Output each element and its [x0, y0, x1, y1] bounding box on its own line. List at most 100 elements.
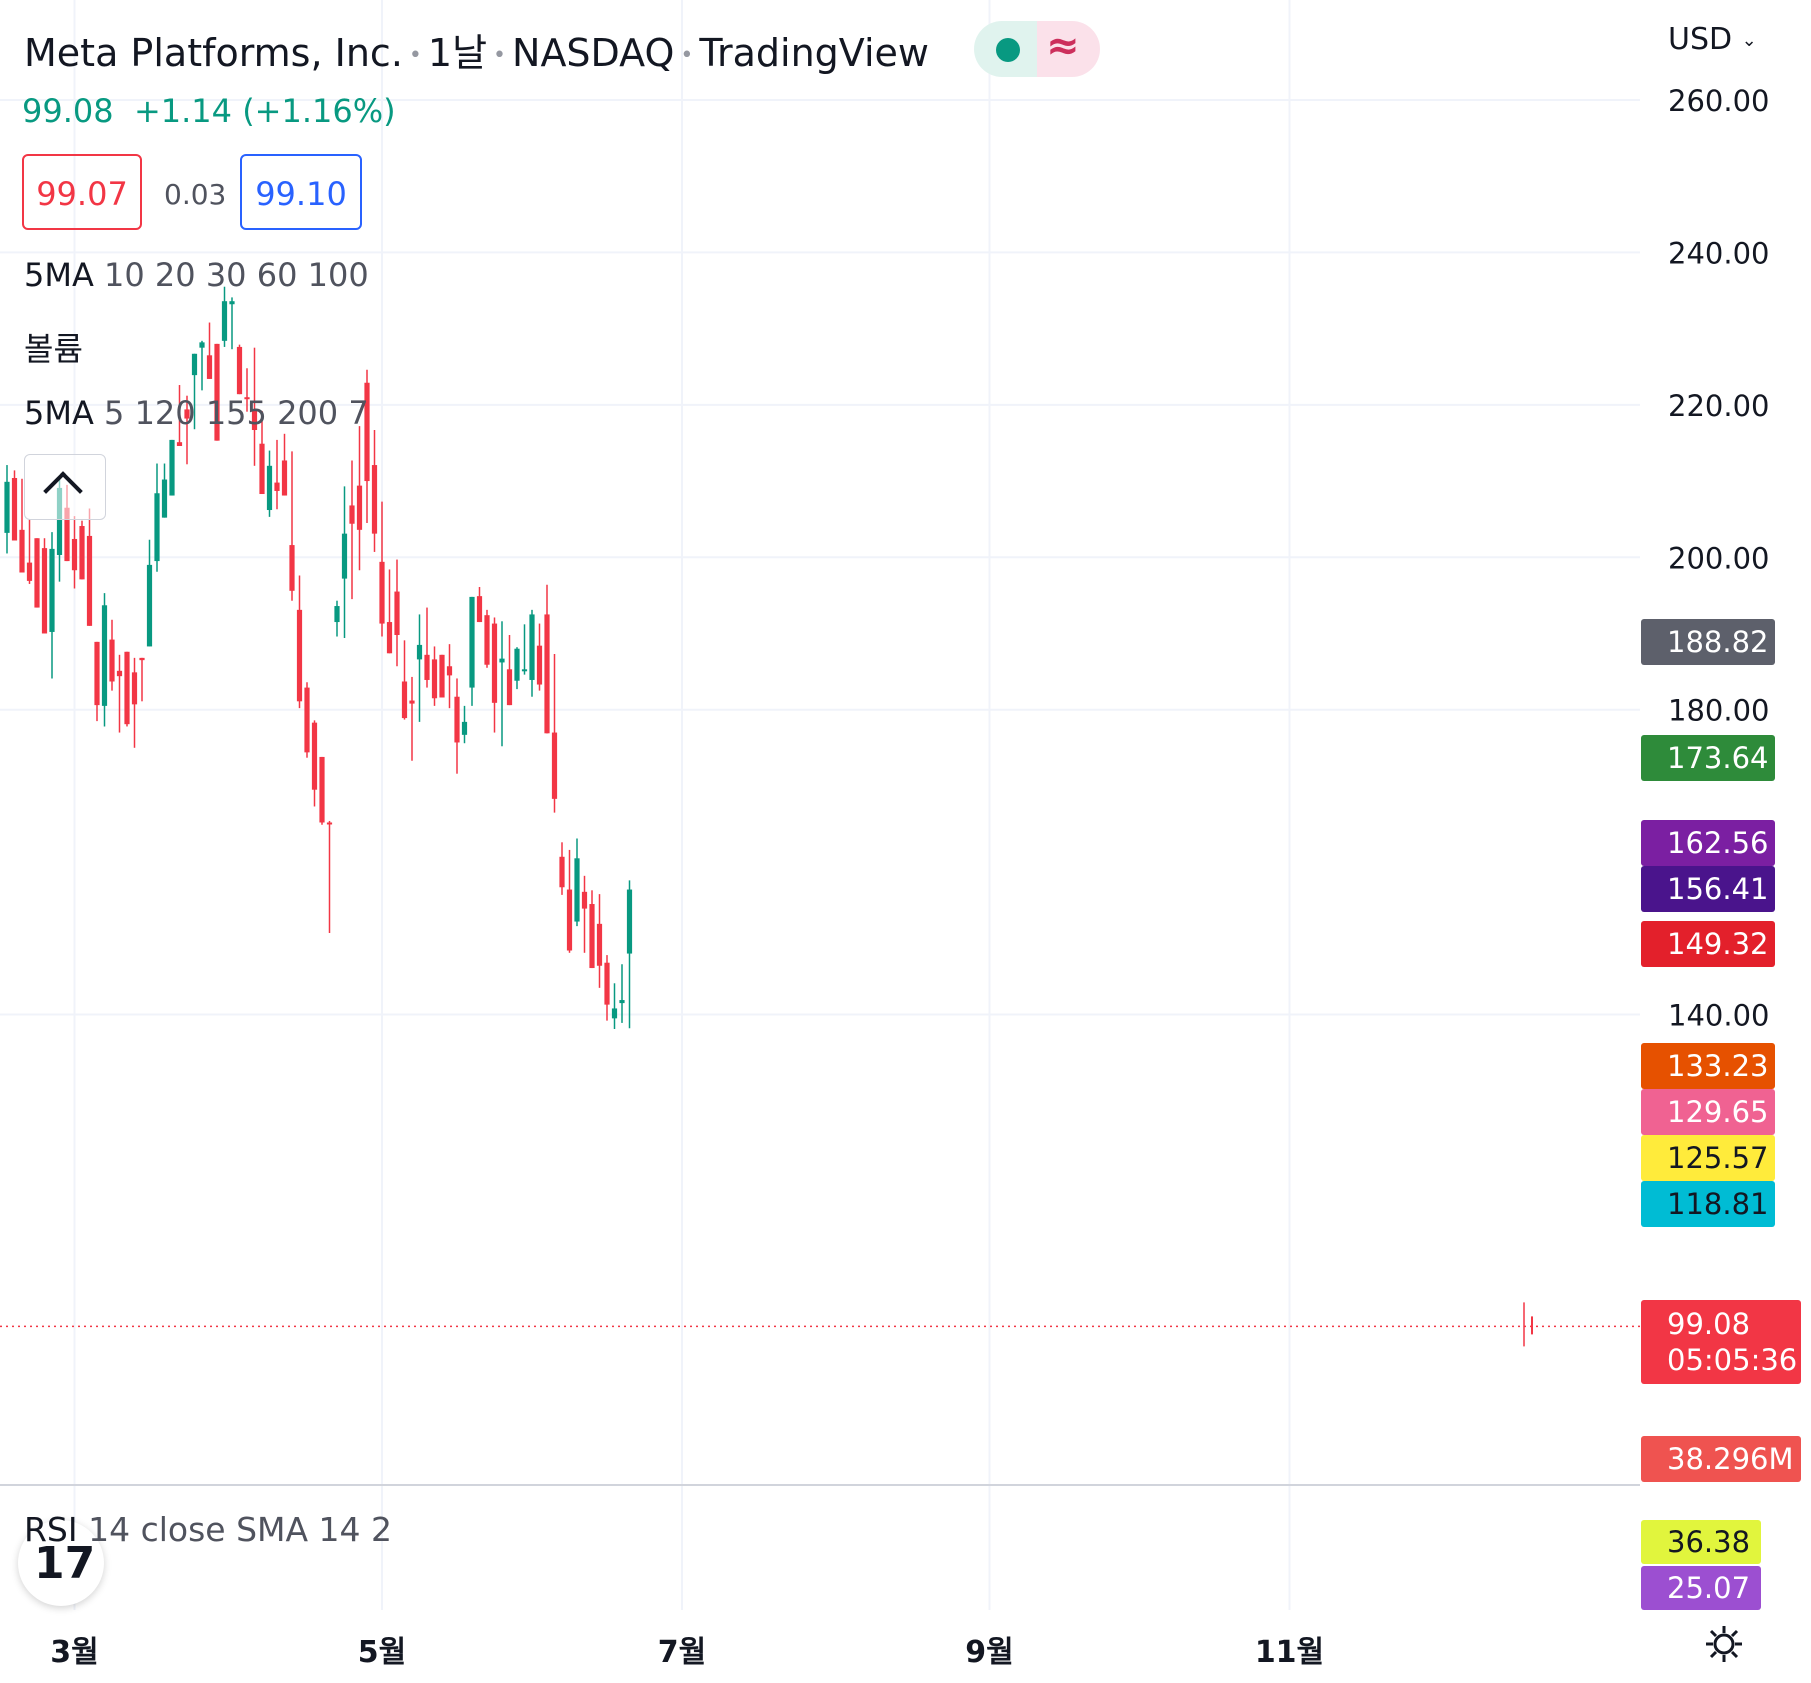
symbol-name: Meta Platforms, Inc.: [24, 31, 403, 75]
volume-tag: 38.296M: [1641, 1436, 1801, 1482]
x-tick-label: 5월: [358, 1635, 406, 1670]
x-tick-label: 11월: [1255, 1635, 1324, 1670]
interval-label: 1날: [427, 31, 488, 75]
candle: [551, 654, 558, 813]
x-tick-label: 3월: [50, 1635, 98, 1670]
price-change: +1.14: [133, 92, 233, 130]
candle-body: [4, 481, 10, 533]
candle: [611, 983, 618, 1030]
price-tag: 118.81: [1641, 1181, 1775, 1228]
candle: [506, 635, 513, 706]
candle: [484, 609, 490, 668]
axis-labels: 260.00 240.00 220.00 200.00 180.00 140.00 3월 5월…: [50, 84, 1769, 1670]
price-tag: 125.57: [1641, 1135, 1775, 1182]
tradingview-logo-icon[interactable]: 17: [18, 1520, 104, 1606]
gear-icon[interactable]: [1704, 1624, 1744, 1664]
candle-body: [349, 505, 355, 524]
candle: [596, 894, 603, 988]
candle-body: [394, 591, 400, 636]
candle: [236, 344, 243, 395]
y-tick-label: 140.00: [1668, 999, 1769, 1033]
candle: [206, 322, 213, 379]
candle-body: [431, 659, 438, 699]
sell-button[interactable]: 99.07: [22, 154, 142, 230]
y-tick-label: 200.00: [1668, 541, 1769, 575]
candle: [199, 340, 205, 391]
candle-body: [626, 889, 633, 954]
candle-body: [214, 343, 220, 441]
rsi-legend[interactable]: RSI 14 close SMA 14 2: [24, 1510, 392, 1549]
candle-body: [56, 487, 63, 555]
candle-body: [274, 482, 280, 491]
price-tag: 129.65: [1641, 1089, 1775, 1136]
symbol-header[interactable]: Meta Platforms, Inc. • 1날 • NASDAQ • TradingVi…: [24, 31, 929, 75]
candle-body: [446, 666, 453, 676]
candle: [536, 623, 543, 691]
currency-select[interactable]: USD ⌄: [1668, 22, 1757, 57]
market-status-pill[interactable]: ≈: [974, 21, 1100, 77]
candle: [71, 516, 78, 589]
candle: [469, 596, 475, 706]
candle-body: [19, 529, 25, 573]
candle: [221, 286, 228, 347]
candle: [281, 433, 288, 496]
candle-body: [581, 891, 588, 909]
candle: [604, 955, 610, 1021]
candle: [251, 347, 258, 466]
candle: [161, 463, 168, 518]
candle-body: [461, 721, 468, 735]
candle-body: [109, 639, 115, 682]
candle: [26, 519, 33, 584]
rsi-title: RSI: [24, 1510, 78, 1549]
candle: [454, 678, 460, 774]
candle: [401, 640, 408, 720]
candle: [191, 353, 198, 430]
candle-body: [551, 732, 558, 799]
indicator-ma2-title: 5MA: [24, 394, 94, 432]
candle: [296, 575, 303, 709]
spread-value: 0.03: [164, 178, 227, 211]
candle: [79, 520, 85, 580]
candle-body: [506, 669, 513, 706]
candle-body: [206, 355, 213, 379]
price-tag: 156.41: [1641, 866, 1775, 913]
candle-body: [26, 562, 33, 581]
candle: [559, 842, 565, 895]
indicator-ma2-legend[interactable]: 5MA 5 120 155 200 7: [24, 394, 369, 432]
candle: [431, 646, 438, 706]
candle-body: [476, 596, 483, 623]
candle: [146, 539, 153, 647]
candle-body: [416, 644, 423, 660]
candle: [19, 478, 25, 573]
last-price-line: [0, 1302, 1640, 1347]
candle: [289, 451, 295, 601]
candle-body: [11, 478, 18, 541]
candle-body: [161, 479, 168, 518]
candle: [544, 584, 550, 734]
candle: [116, 654, 123, 733]
indicator-volume-legend[interactable]: 볼륨: [24, 324, 83, 370]
candle-body: [296, 609, 303, 702]
candle: [349, 460, 355, 600]
candle: [416, 614, 423, 722]
indicator-ma-legend[interactable]: 5MA 10 20 30 60 100: [24, 256, 369, 294]
candle: [461, 705, 468, 744]
price-tag: 162.56: [1641, 819, 1775, 866]
candle-body: [191, 353, 198, 376]
candle-body: [364, 382, 370, 482]
candle: [514, 647, 520, 690]
candle-body: [401, 681, 408, 719]
candle: [394, 559, 400, 667]
buy-button[interactable]: 99.10: [240, 154, 362, 230]
candle: [94, 641, 100, 722]
candle-body: [589, 904, 595, 969]
candle-body: [424, 654, 430, 680]
candle-body: [619, 1000, 625, 1004]
candle: [311, 720, 318, 807]
candle-body: [124, 651, 130, 725]
collapse-legend-button[interactable]: [24, 454, 106, 520]
candle: [446, 644, 453, 709]
candle-body: [176, 442, 183, 446]
candle: [379, 501, 385, 637]
